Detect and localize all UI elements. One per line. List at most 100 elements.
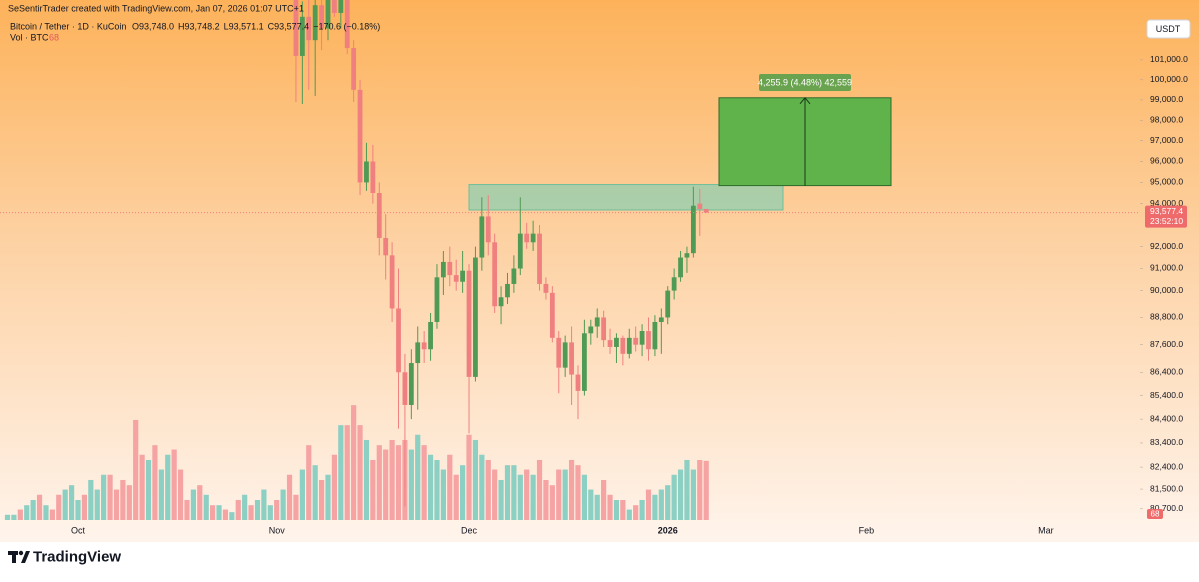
candle-body	[479, 216, 485, 258]
volume-bar	[472, 439, 479, 520]
volume-bar	[434, 459, 440, 520]
currency[interactable]: USDT	[1156, 24, 1181, 34]
volume-bar	[562, 469, 568, 520]
volume-bar	[274, 499, 280, 520]
candle-body	[473, 257, 478, 377]
volume-bar	[492, 469, 498, 520]
volume-bar	[210, 505, 216, 520]
volume-bar	[620, 499, 626, 520]
candle-body	[396, 308, 401, 373]
candle-body	[633, 337, 639, 345]
volume-bar	[81, 494, 88, 520]
volume-bar	[216, 505, 222, 520]
volume-bar	[479, 454, 485, 520]
price-axis: 80,700.0 81,500.0 82,400.0 83,400.0 84,400.0…	[1140, 54, 1188, 519]
volume-bar	[69, 485, 75, 520]
candle-body	[370, 161, 376, 193]
candle-body	[351, 48, 357, 90]
volume-bar	[671, 474, 677, 520]
ohlc-value: C93,577.4	[268, 21, 310, 31]
ohlc-value: −170.6 (−0.18%)	[313, 21, 380, 31]
volume-bar	[248, 505, 254, 520]
candle-body	[344, 0, 350, 49]
candle-body	[325, 0, 331, 29]
volume-bar	[530, 474, 536, 520]
volume-bar	[652, 494, 658, 520]
volume-bar	[49, 509, 55, 520]
volume-bar	[536, 459, 543, 520]
y-tick-label: 91,000.0	[1150, 263, 1183, 273]
logo-shape	[21, 551, 30, 563]
candle-body	[466, 270, 472, 377]
logo-shape	[18, 550, 24, 556]
volume-bar	[684, 459, 690, 520]
volume-bar	[43, 505, 49, 520]
background	[0, 0, 1199, 542]
candle-body	[383, 237, 389, 256]
volume-bar	[165, 454, 171, 520]
symbol: Bitcoin / Tether · 1D · KuCoin	[10, 21, 126, 31]
candle-body	[607, 340, 613, 347]
y-tick-label: 101,000.0	[1150, 54, 1188, 64]
x-tick-label: 2026	[658, 525, 678, 535]
x-tick-label: Oct	[71, 525, 86, 535]
candle-body	[415, 342, 421, 364]
volume-bar	[338, 425, 344, 520]
candle-body	[505, 283, 510, 298]
volume-bar	[357, 425, 363, 520]
volume-bar	[11, 514, 17, 520]
volume-bar	[267, 505, 273, 520]
volume-bar	[677, 469, 684, 520]
ohlc-value: O93,748.0	[132, 21, 174, 31]
volume-bar	[613, 499, 620, 520]
legend-header: Bitcoin / Tether · 1D · KuCoin Vol · BTC…	[10, 21, 380, 42]
candle-body	[453, 275, 459, 282]
currency-button[interactable]	[1146, 19, 1191, 39]
resistance-zone	[468, 184, 784, 211]
volume-bar	[107, 474, 113, 520]
volume-bar	[460, 465, 466, 520]
price-tag	[1145, 205, 1187, 228]
volume-bar	[607, 494, 613, 520]
candle-body	[421, 342, 427, 350]
volume-bar	[658, 489, 664, 520]
volume-bar	[17, 509, 23, 520]
candle-body	[614, 337, 619, 347]
candle-body	[671, 277, 677, 291]
volume-bar	[242, 494, 248, 520]
volume-bar	[24, 505, 30, 520]
volume-bar	[133, 419, 139, 520]
arrow-head	[799, 96, 811, 105]
volume-bar	[633, 505, 639, 520]
volume-bar	[280, 489, 286, 520]
volume-bar	[543, 479, 549, 520]
candle-body	[447, 261, 453, 276]
volume-bar	[697, 459, 703, 520]
volume-bar	[601, 479, 607, 520]
measure-label-box	[759, 74, 851, 91]
candle-body	[376, 192, 382, 238]
volume-bar	[363, 439, 370, 520]
candle-body	[575, 374, 581, 391]
candle-body	[530, 233, 536, 243]
ohlc-value: H93,748.2	[178, 21, 220, 31]
volume-bar	[171, 449, 177, 520]
volume-bar	[575, 465, 581, 520]
candle-body	[517, 233, 523, 269]
volume-bar	[152, 445, 158, 520]
candle-body	[498, 297, 504, 307]
volume-bar	[254, 499, 261, 520]
candle-body	[703, 208, 709, 213]
candle-body	[299, 16, 305, 56]
x-tick-label: Nov	[269, 525, 286, 535]
volume-bar	[665, 485, 671, 520]
candle-body	[319, 5, 324, 29]
candle-body	[569, 342, 574, 375]
candle-body	[440, 261, 446, 278]
candle-body	[620, 337, 626, 354]
volume-bar	[261, 489, 267, 520]
volume-bar	[645, 489, 652, 520]
candle-body	[364, 161, 369, 183]
volume-bar	[440, 469, 446, 520]
